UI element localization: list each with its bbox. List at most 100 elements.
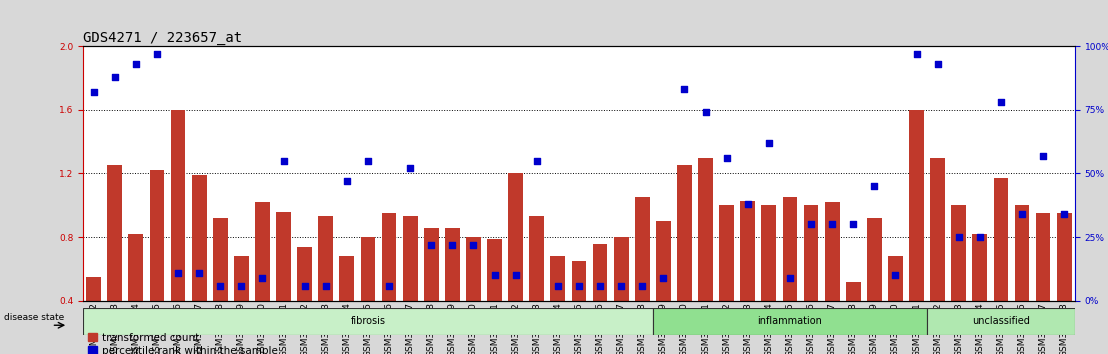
Point	[464, 242, 482, 248]
Point	[233, 283, 250, 289]
Point	[592, 283, 609, 289]
Bar	[107, 166, 122, 354]
Bar	[129, 234, 143, 354]
Bar	[593, 244, 607, 354]
Point	[254, 275, 271, 281]
Bar	[86, 277, 101, 354]
Point	[422, 242, 440, 248]
Bar	[698, 158, 712, 354]
Bar	[719, 205, 733, 354]
Legend: transformed count, percentile rank within the sample: transformed count, percentile rank withi…	[89, 333, 278, 354]
Bar	[910, 110, 924, 354]
Bar	[656, 221, 670, 354]
Bar	[740, 200, 756, 354]
Text: unclassified: unclassified	[972, 316, 1029, 326]
Point	[380, 283, 398, 289]
Point	[1034, 153, 1051, 159]
Text: fibrosis: fibrosis	[350, 316, 386, 326]
Text: GDS4271 / 223657_at: GDS4271 / 223657_at	[83, 31, 243, 45]
Point	[802, 222, 820, 227]
Point	[296, 283, 314, 289]
Point	[760, 140, 778, 146]
Bar	[635, 198, 649, 354]
Point	[443, 242, 461, 248]
Bar	[360, 237, 376, 354]
Point	[676, 86, 694, 92]
Bar	[192, 175, 206, 354]
Point	[359, 158, 377, 164]
Point	[1055, 211, 1073, 217]
Bar	[530, 216, 544, 354]
Bar	[952, 205, 966, 354]
Bar	[424, 228, 439, 354]
Bar	[488, 239, 502, 354]
Point	[823, 222, 841, 227]
Point	[212, 283, 229, 289]
Point	[655, 275, 673, 281]
Bar	[466, 237, 481, 354]
Point	[844, 222, 862, 227]
Point	[992, 99, 1009, 105]
Point	[739, 201, 757, 207]
Bar	[339, 256, 355, 354]
Bar	[445, 228, 460, 354]
Bar	[973, 234, 987, 354]
Point	[338, 178, 356, 184]
Bar	[551, 256, 565, 354]
Bar	[255, 202, 270, 354]
Bar	[1057, 213, 1071, 354]
Text: inflammation: inflammation	[758, 316, 822, 326]
Point	[886, 273, 904, 278]
Bar	[150, 170, 164, 354]
Point	[950, 234, 967, 240]
Bar	[1036, 213, 1050, 354]
Point	[781, 275, 799, 281]
Bar	[761, 205, 777, 354]
Point	[613, 283, 630, 289]
Point	[317, 283, 335, 289]
Point	[929, 61, 946, 67]
Bar	[276, 212, 291, 354]
Bar	[994, 178, 1008, 354]
Point	[971, 234, 988, 240]
Bar	[509, 173, 523, 354]
FancyBboxPatch shape	[927, 308, 1075, 335]
Point	[106, 74, 124, 79]
FancyBboxPatch shape	[653, 308, 927, 335]
Bar	[213, 218, 227, 354]
Bar	[931, 158, 945, 354]
Point	[170, 270, 187, 276]
Point	[275, 158, 293, 164]
Bar	[845, 282, 861, 354]
Point	[148, 51, 166, 57]
Point	[1013, 211, 1030, 217]
Bar	[381, 213, 397, 354]
Bar	[572, 261, 586, 354]
Bar	[297, 247, 312, 354]
Bar	[171, 110, 185, 354]
Point	[191, 270, 208, 276]
Bar	[803, 205, 819, 354]
Point	[634, 283, 652, 289]
Point	[865, 183, 883, 189]
Point	[718, 155, 736, 161]
Text: disease state: disease state	[4, 313, 64, 322]
Point	[527, 158, 545, 164]
Point	[697, 109, 715, 115]
Bar	[402, 216, 418, 354]
Bar	[866, 218, 882, 354]
Bar	[614, 237, 628, 354]
Bar	[888, 256, 903, 354]
Bar	[782, 198, 798, 354]
Point	[485, 273, 503, 278]
Point	[127, 61, 145, 67]
Bar	[1015, 205, 1029, 354]
Point	[548, 283, 566, 289]
Point	[907, 51, 925, 57]
Point	[506, 273, 524, 278]
Point	[85, 89, 103, 95]
FancyBboxPatch shape	[83, 308, 653, 335]
Bar	[677, 166, 691, 354]
Bar	[318, 216, 334, 354]
Bar	[234, 256, 248, 354]
